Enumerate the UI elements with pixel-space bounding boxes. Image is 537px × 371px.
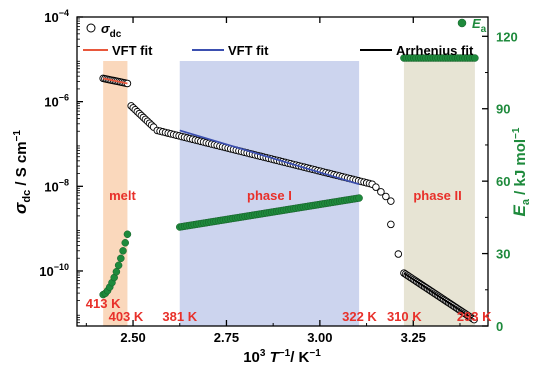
legend-sigma-marker: [86, 23, 96, 33]
right-y-axis-title: Ea / kJ mol−1: [510, 127, 532, 216]
left-y-axis-title-var: σ: [11, 202, 30, 214]
x-axis-title-unit: / K: [290, 349, 309, 366]
x-axis-title-sup: 3: [260, 348, 266, 359]
right-y-axis-ticks: 0 30 60 90 120: [482, 29, 518, 334]
temperature-label: 403 K: [109, 309, 144, 324]
x-axis-title: 103 T−1/ K−1: [243, 348, 321, 366]
temperature-label: 413 K: [86, 296, 121, 311]
x-tick-label: 2.75: [214, 330, 239, 345]
sigma-point: [387, 197, 395, 205]
x-tick-label: 3.25: [401, 330, 426, 345]
legend-fit-label: Arrhenius fit: [396, 43, 474, 58]
region-label: phase II: [413, 188, 461, 203]
x-axis-title-unit-sup: −1: [309, 348, 321, 359]
ea-point: [123, 230, 132, 239]
left-y-tick-label: 10−6: [44, 93, 69, 110]
left-y-tick-label: 10−4: [44, 8, 69, 25]
ea-point: [119, 247, 127, 255]
right-y-tick-label: 0: [496, 319, 503, 334]
right-y-axis-title-var: E: [510, 204, 529, 216]
x-tick-label: 2.50: [120, 330, 145, 345]
left-y-tick-label: 10−8: [44, 177, 69, 194]
right-y-axis-title-sub: a: [520, 198, 532, 205]
ea-point: [355, 194, 363, 202]
ea-point: [112, 267, 121, 276]
temperature-label: 293 K: [457, 309, 492, 324]
x-axis-title-base: 10: [243, 349, 260, 366]
fit-line-1: [179, 129, 360, 186]
temperature-label: 310 K: [387, 309, 422, 324]
plot-frame: [76, 16, 489, 327]
x-axis-title-var: T: [270, 349, 281, 366]
sigma-point: [394, 250, 403, 258]
right-y-tick-label: 30: [496, 247, 510, 262]
sigma-point: [372, 183, 380, 191]
temperature-label: 381 K: [162, 309, 197, 324]
region-label: phase I: [247, 188, 292, 203]
left-y-axis-title-sub: dc: [21, 190, 33, 203]
legend-fit-label: VFT fit: [112, 43, 153, 58]
x-tick-label: 3.00: [307, 330, 332, 345]
region-label: melt: [109, 188, 136, 203]
legend-fit-label: VFT fit: [228, 43, 269, 58]
left-y-tick-label: 10−10: [39, 262, 69, 279]
shaded-regions: [103, 61, 475, 326]
ea-point: [121, 239, 129, 247]
right-y-tick-label: 120: [496, 29, 518, 44]
data-points: [99, 54, 479, 324]
fit-line-2: [403, 272, 475, 321]
sigma-point: [387, 220, 395, 229]
legend-ea-label: Ea: [472, 16, 487, 35]
left-y-axis-title: σdc / S cm−1: [11, 130, 33, 214]
right-y-tick-label: 90: [496, 102, 510, 117]
ea-point: [471, 54, 479, 62]
temperature-label: 322 K: [342, 309, 377, 324]
fit-line-0: [102, 77, 128, 85]
left-y-axis-ticks: 10−10 10−8 10−6 10−4: [39, 8, 83, 324]
sigma-point: [377, 188, 385, 196]
legend-ea-marker: [457, 18, 467, 28]
left-y-axis-title-unit-sup: −1: [12, 130, 23, 142]
legend-sigma-label: σdc: [101, 21, 122, 40]
ea-point: [114, 261, 123, 270]
region-1: [179, 61, 360, 326]
ea-point: [117, 254, 125, 263]
x-axis-title-sup2: −1: [279, 348, 291, 359]
right-y-axis-title-unit-sup: −1: [511, 127, 522, 139]
right-y-tick-label: 60: [496, 174, 510, 189]
right-y-axis-title-unit: / kJ mol: [512, 139, 529, 199]
x-axis-ticks: 2.50 2.75 3.00 3.25: [85, 17, 461, 345]
legend: σdc Ea VFT fit VFT fit Arrhenius fit: [83, 16, 487, 58]
left-y-axis-title-unit: / S cm: [13, 141, 30, 189]
sigma-point: [382, 192, 390, 201]
